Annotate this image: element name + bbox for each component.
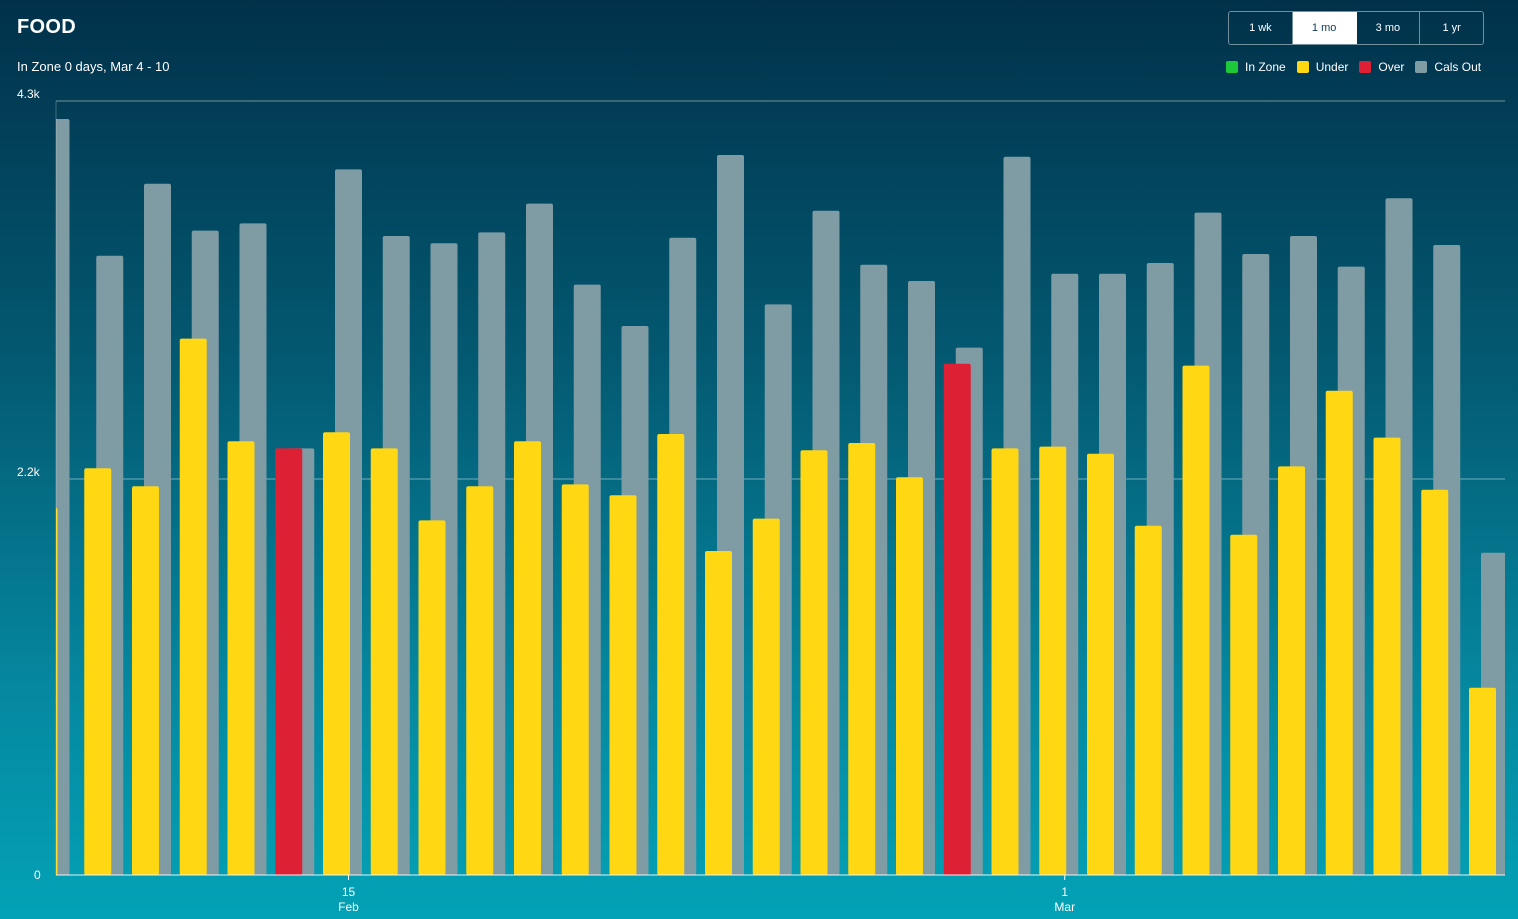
food-bar[interactable]: [1182, 365, 1210, 875]
cals-out-bar[interactable]: [43, 119, 70, 875]
food-bar[interactable]: [561, 484, 589, 875]
food-bar[interactable]: [466, 486, 494, 875]
range-3mo-button[interactable]: 3 mo: [1357, 12, 1421, 44]
food-bar[interactable]: [657, 434, 685, 875]
food-bar[interactable]: [323, 432, 350, 875]
food-bar[interactable]: [31, 507, 58, 875]
bars-group: [31, 119, 1505, 876]
legend-item-in-zone: In Zone: [1226, 60, 1286, 74]
y-tick-label: 0: [34, 868, 41, 882]
food-bar[interactable]: [1421, 489, 1449, 875]
food-bar[interactable]: [991, 448, 1019, 875]
food-bar[interactable]: [943, 363, 971, 875]
food-bar[interactable]: [705, 551, 732, 875]
range-1mo-button[interactable]: 1 mo: [1292, 12, 1357, 44]
food-bar[interactable]: [1373, 437, 1401, 875]
legend-swatch: [1415, 61, 1428, 73]
legend-item-cals-out: Cals Out: [1415, 60, 1481, 74]
legend-label: Over: [1378, 60, 1405, 74]
food-bar[interactable]: [179, 338, 207, 876]
food-bar[interactable]: [848, 443, 876, 875]
food-bar[interactable]: [418, 520, 446, 875]
range-1wk-button[interactable]: 1 wk: [1229, 12, 1293, 44]
food-bar[interactable]: [275, 448, 303, 875]
food-bar[interactable]: [1230, 534, 1258, 875]
food-bar[interactable]: [514, 441, 541, 875]
food-bar[interactable]: [609, 495, 637, 875]
legend-swatch: [1296, 61, 1309, 73]
food-bar[interactable]: [752, 518, 780, 875]
food-bar[interactable]: [84, 468, 112, 875]
zone-summary: In Zone 0 days, Mar 4 - 10: [17, 59, 170, 74]
legend-swatch: [1226, 61, 1238, 73]
range-1yr-button[interactable]: 1 yr: [1442, 22, 1461, 34]
x-tick-label: 1: [1061, 885, 1068, 899]
food-bar[interactable]: [132, 486, 159, 875]
food-bar[interactable]: [227, 441, 255, 875]
food-bar[interactable]: [896, 477, 923, 875]
legend-label: Cals Out: [1434, 60, 1482, 74]
legend: In Zone Under Over Cals Out: [1226, 60, 1481, 74]
food-bar[interactable]: [1278, 466, 1305, 875]
legend-item-over: Over: [1359, 60, 1404, 74]
food-bar[interactable]: [1325, 390, 1353, 875]
food-bar[interactable]: [1134, 525, 1162, 875]
y-tick-label: 4.3k: [17, 87, 41, 101]
legend-swatch: [1359, 61, 1372, 73]
legend-label: In Zone: [1245, 60, 1286, 74]
time-range-toggle: 1 wk 1 mo 3 mo 1 yr: [1228, 11, 1484, 45]
food-bar[interactable]: [1087, 453, 1114, 875]
food-bar[interactable]: [1469, 687, 1496, 875]
y-tick-label: 2.2k: [17, 465, 41, 479]
legend-item-under: Under: [1296, 60, 1349, 74]
x-tick-label: 15: [342, 885, 356, 899]
page-title: FOOD: [17, 16, 76, 38]
legend-label: Under: [1315, 60, 1349, 74]
food-bar[interactable]: [370, 448, 398, 875]
x-tick-month-label: Mar: [1054, 900, 1075, 914]
x-tick-month-label: Feb: [338, 900, 359, 914]
food-bar[interactable]: [800, 450, 828, 875]
food-bar[interactable]: [1039, 446, 1067, 875]
